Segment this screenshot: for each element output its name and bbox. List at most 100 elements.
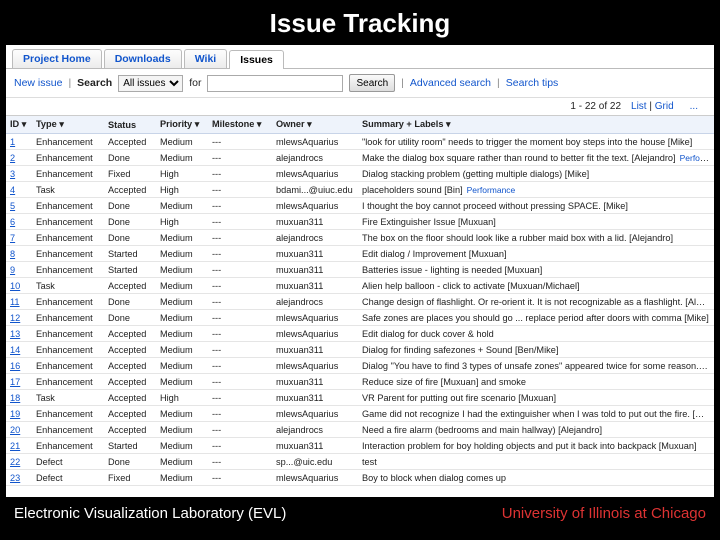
separator: | — [68, 77, 71, 89]
cell-summary: Change design of flashlight. Or re-orien… — [358, 294, 714, 310]
cell-id[interactable]: 20 — [6, 422, 32, 438]
cell-status: Done — [104, 230, 156, 246]
cell-id[interactable]: 19 — [6, 406, 32, 422]
cell-id[interactable]: 6 — [6, 214, 32, 230]
new-issue-link[interactable]: New issue — [14, 77, 62, 89]
cell-priority: Medium — [156, 278, 208, 294]
table-row[interactable]: 12EnhancementDoneMedium---mlewsAquariusS… — [6, 310, 714, 326]
col-owner[interactable]: Owner ▾ — [272, 116, 358, 134]
cell-summary: Game did not recognize I had the extingu… — [358, 406, 714, 422]
search-input[interactable] — [207, 75, 343, 92]
cell-id[interactable]: 7 — [6, 230, 32, 246]
cell-id[interactable]: 9 — [6, 262, 32, 278]
cell-id[interactable]: 11 — [6, 294, 32, 310]
table-row[interactable]: 20EnhancementAcceptedMedium---alejandroc… — [6, 422, 714, 438]
table-row[interactable]: 17EnhancementAcceptedMedium---muxuan311R… — [6, 374, 714, 390]
tab-downloads[interactable]: Downloads — [104, 49, 182, 68]
cell-type: Enhancement — [32, 294, 104, 310]
cell-status: Done — [104, 294, 156, 310]
col-type[interactable]: Type ▾ — [32, 116, 104, 134]
table-row[interactable]: 8EnhancementStartedMedium---muxuan311Edi… — [6, 246, 714, 262]
table-row[interactable]: 18TaskAcceptedHigh---muxuan311VR Parent … — [6, 390, 714, 406]
cell-id[interactable]: 3 — [6, 166, 32, 182]
cell-priority: Medium — [156, 230, 208, 246]
cell-priority: Medium — [156, 454, 208, 470]
table-row[interactable]: 9EnhancementStartedMedium---muxuan311Bat… — [6, 262, 714, 278]
cell-id[interactable]: 17 — [6, 374, 32, 390]
cell-id[interactable]: 2 — [6, 150, 32, 166]
columns-menu-icon[interactable]: ... — [684, 101, 704, 112]
advanced-search-link[interactable]: Advanced search — [410, 77, 491, 89]
cell-type: Task — [32, 182, 104, 198]
table-row[interactable]: 21EnhancementStartedMedium---muxuan311In… — [6, 438, 714, 454]
cell-priority: Medium — [156, 326, 208, 342]
search-toolbar: New issue | Search All issues for Search… — [6, 69, 714, 98]
search-tips-link[interactable]: Search tips — [506, 77, 559, 89]
cell-id[interactable]: 23 — [6, 470, 32, 486]
col-summary[interactable]: Summary + Labels ▾ — [358, 116, 714, 134]
cell-priority: Medium — [156, 262, 208, 278]
table-row[interactable]: 19EnhancementAcceptedMedium---mlewsAquar… — [6, 406, 714, 422]
cell-id[interactable]: 10 — [6, 278, 32, 294]
cell-id[interactable]: 8 — [6, 246, 32, 262]
table-row[interactable]: 5EnhancementDoneMedium---mlewsAquariusI … — [6, 198, 714, 214]
table-row[interactable]: 14EnhancementAcceptedMedium---muxuan311D… — [6, 342, 714, 358]
results-range: 1 - 22 of 22 — [570, 101, 621, 112]
cell-id[interactable]: 14 — [6, 342, 32, 358]
cell-owner: alejandrocs — [272, 150, 358, 166]
cell-status: Accepted — [104, 326, 156, 342]
tab-project-home[interactable]: Project Home — [12, 49, 102, 68]
tab-wiki[interactable]: Wiki — [184, 49, 228, 68]
table-row[interactable]: 23DefectFixedMedium---mlewsAquariusBoy t… — [6, 470, 714, 486]
scope-select[interactable]: All issues — [118, 75, 183, 92]
cell-id[interactable]: 21 — [6, 438, 32, 454]
view-list-link[interactable]: List — [631, 101, 647, 112]
table-row[interactable]: 13EnhancementAcceptedMedium---mlewsAquar… — [6, 326, 714, 342]
cell-type: Task — [32, 390, 104, 406]
table-row[interactable]: 1EnhancementAcceptedMedium---mlewsAquari… — [6, 134, 714, 150]
table-row[interactable]: 6EnhancementDoneHigh---muxuan311Fire Ext… — [6, 214, 714, 230]
col-status[interactable]: Status — [104, 116, 156, 134]
table-row[interactable]: 4TaskAcceptedHigh---bdami...@uiuc.edupla… — [6, 182, 714, 198]
issue-label: Performance — [467, 185, 516, 195]
cell-type: Enhancement — [32, 246, 104, 262]
cell-id[interactable]: 16 — [6, 358, 32, 374]
cell-id[interactable]: 1 — [6, 134, 32, 150]
cell-summary: Fire Extinguisher Issue [Muxuan] — [358, 214, 714, 230]
col-milestone[interactable]: Milestone ▾ — [208, 116, 272, 134]
cell-id[interactable]: 13 — [6, 326, 32, 342]
cell-owner: muxuan311 — [272, 262, 358, 278]
cell-milestone: --- — [208, 438, 272, 454]
cell-type: Defect — [32, 470, 104, 486]
cell-status: Accepted — [104, 390, 156, 406]
cell-id[interactable]: 22 — [6, 454, 32, 470]
cell-id[interactable]: 4 — [6, 182, 32, 198]
cell-priority: High — [156, 214, 208, 230]
view-grid-link[interactable]: Grid — [655, 101, 674, 112]
col-id[interactable]: ID ▾ — [6, 116, 32, 134]
cell-milestone: --- — [208, 358, 272, 374]
table-row[interactable]: 16EnhancementAcceptedMedium---mlewsAquar… — [6, 358, 714, 374]
for-label: for — [189, 77, 201, 89]
cell-milestone: --- — [208, 406, 272, 422]
table-row[interactable]: 2EnhancementDoneMedium---alejandrocsMake… — [6, 150, 714, 166]
table-row[interactable]: 10TaskAcceptedMedium---muxuan311Alien he… — [6, 278, 714, 294]
cell-owner: mlewsAquarius — [272, 326, 358, 342]
cell-status: Fixed — [104, 166, 156, 182]
table-row[interactable]: 7EnhancementDoneMedium---alejandrocsThe … — [6, 230, 714, 246]
cell-id[interactable]: 5 — [6, 198, 32, 214]
cell-id[interactable]: 18 — [6, 390, 32, 406]
cell-milestone: --- — [208, 262, 272, 278]
table-row[interactable]: 11EnhancementDoneMedium---alejandrocsCha… — [6, 294, 714, 310]
tab-issues[interactable]: Issues — [229, 50, 284, 69]
cell-id[interactable]: 12 — [6, 310, 32, 326]
table-row[interactable]: 22DefectDoneMedium---sp...@uic.edutest — [6, 454, 714, 470]
cell-owner: alejandrocs — [272, 294, 358, 310]
cell-status: Done — [104, 150, 156, 166]
cell-owner: mlewsAquarius — [272, 310, 358, 326]
cell-milestone: --- — [208, 134, 272, 150]
col-priority[interactable]: Priority ▾ — [156, 116, 208, 134]
table-row[interactable]: 3EnhancementFixedHigh---mlewsAquariusDia… — [6, 166, 714, 182]
search-button[interactable]: Search — [349, 74, 395, 92]
cell-type: Defect — [32, 454, 104, 470]
